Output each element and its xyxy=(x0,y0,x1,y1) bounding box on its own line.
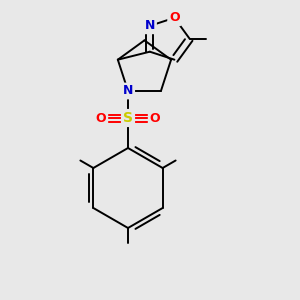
Text: N: N xyxy=(123,85,133,98)
Text: S: S xyxy=(123,111,133,125)
Text: O: O xyxy=(96,112,106,124)
Text: O: O xyxy=(169,11,180,24)
Text: N: N xyxy=(145,19,155,32)
Text: O: O xyxy=(150,112,160,124)
